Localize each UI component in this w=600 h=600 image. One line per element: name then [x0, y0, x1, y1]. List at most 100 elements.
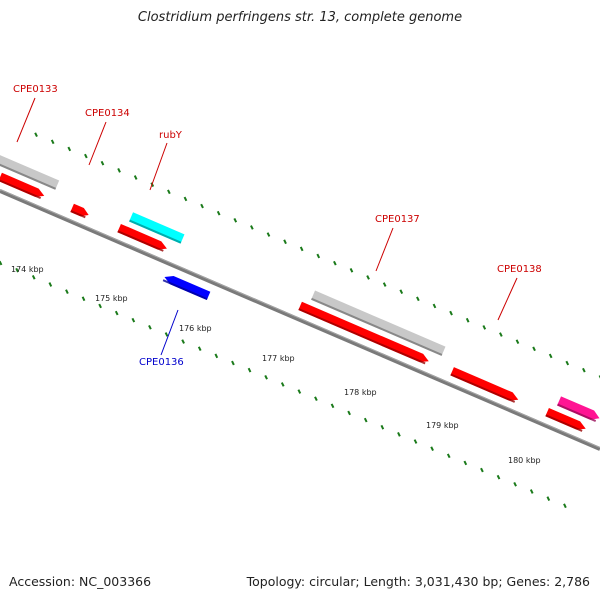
tick-dot — [233, 217, 238, 223]
cds-arrow-CPE0133-shadow — [0, 179, 42, 200]
tick-dot — [563, 503, 567, 509]
gene-bar-CPE0133-shadow — [0, 159, 57, 190]
tick-dot — [34, 132, 38, 137]
tick-dot — [416, 296, 420, 302]
tick-dot — [333, 260, 337, 266]
gene-label-CPE0134: CPE0134 — [85, 108, 130, 119]
cds-arrow-rubY — [117, 223, 167, 252]
cds-arrow-CPE0136-shadow — [162, 279, 208, 301]
tick-dot — [499, 332, 503, 337]
tick-dot — [482, 325, 487, 330]
tick-dot — [181, 339, 185, 344]
rna-bar-rubY-shadow — [129, 219, 182, 244]
tick-label-2: 176 kbp — [179, 324, 212, 333]
outer-tick-row — [34, 132, 600, 379]
gene-label-CPE0136: CPE0136 — [139, 357, 184, 368]
tick-dot — [100, 160, 105, 166]
tick-dot — [148, 324, 152, 330]
tick-label-6: 180 kbp — [508, 456, 541, 465]
tick-dot — [197, 346, 202, 352]
tick-label-5: 179 kbp — [426, 421, 459, 430]
cds-arrow-next-body — [545, 407, 586, 430]
cds-arrow-CPE0137 — [298, 301, 429, 365]
tick-dot — [496, 474, 501, 480]
tick-dot — [397, 432, 401, 437]
other-feature-edge-shadow — [557, 403, 597, 422]
tick-dot — [314, 396, 318, 402]
gene-label-CPE0137: CPE0137 — [375, 214, 420, 225]
tick-dot — [463, 460, 468, 466]
tick-dot — [81, 296, 86, 302]
tick-dot — [216, 210, 221, 216]
backbone-highlight — [0, 189, 600, 448]
tick-dot — [413, 439, 418, 444]
tick-dot — [546, 496, 551, 501]
tick-dot — [15, 267, 19, 273]
gene-bar-CPE0137-body — [311, 290, 446, 356]
tick-dot — [480, 467, 484, 473]
tick-dot — [214, 353, 219, 359]
cds-arrow-CPE0136 — [162, 275, 211, 301]
cds-arrow-next — [545, 407, 586, 432]
gene-label-rubY: rubY — [159, 130, 183, 141]
tick-dot — [67, 146, 72, 152]
tick-dot — [167, 189, 171, 195]
tick-dot — [465, 317, 470, 323]
cds-arrow-CPE0134-shadow — [70, 210, 86, 219]
cds-arrow-CPE0138 — [450, 367, 519, 403]
cds-arrow-rubY-body — [117, 223, 167, 250]
tick-dot — [266, 232, 271, 237]
tick-dot — [548, 353, 553, 359]
leader-line-CPE0133 — [16, 97, 36, 143]
cds-arrow-CPE0137-body — [298, 301, 429, 363]
gene-label-CPE0138: CPE0138 — [497, 264, 542, 275]
leader-line-CPE0136 — [160, 309, 179, 356]
tick-dot — [114, 310, 119, 316]
tick-dot — [131, 317, 136, 323]
tick-dot — [432, 303, 437, 309]
cds-arrow-CPE0137-shadow — [298, 308, 426, 365]
accession-text: Accession: NC_003366 — [9, 574, 152, 589]
tick-label-4: 178 kbp — [344, 388, 377, 397]
gene-bar-CPE0137 — [311, 290, 446, 356]
rna-bar-rubY — [129, 212, 185, 244]
tick-label-3: 177 kbp — [262, 354, 295, 363]
tick-dot — [297, 389, 302, 394]
map-title: Clostridium perfringens str. 13, complet… — [137, 10, 463, 25]
gene-bar-CPE0133 — [0, 152, 60, 190]
cds-arrow-CPE0133 — [0, 172, 45, 200]
tick-dot — [363, 417, 368, 423]
cds-arrow-CPE0138-body — [450, 367, 519, 401]
tick-dot — [31, 275, 36, 280]
tick-dot — [231, 360, 235, 366]
tick-dot — [50, 139, 55, 145]
tick-dot — [280, 382, 285, 387]
tick-dot — [515, 339, 520, 345]
tick-dot — [117, 168, 121, 173]
other-feature-edge — [557, 396, 600, 422]
tick-label-1: 175 kbp — [95, 294, 128, 303]
rna-bar-rubY-body — [129, 212, 185, 244]
tick-dot — [316, 253, 321, 259]
tick-dot — [133, 175, 138, 180]
cds-arrow-CPE0136-body — [164, 275, 211, 301]
leader-line-CPE0138 — [497, 277, 518, 321]
genome-summary-text: Topology: circular; Length: 3,031,430 bp… — [246, 574, 590, 589]
tick-dot — [565, 360, 570, 366]
gene-label-CPE0133: CPE0133 — [13, 84, 58, 95]
tick-dot — [582, 367, 586, 373]
tick-dot — [349, 267, 354, 273]
cds-arrow-CPE0134 — [70, 203, 89, 219]
tick-dot — [264, 374, 268, 380]
tick-dot — [48, 282, 53, 287]
gene-bar-CPE0137-shadow — [311, 297, 443, 356]
tick-dot — [446, 453, 451, 459]
inner-tick-row — [0, 260, 567, 509]
tick-dot — [299, 246, 304, 252]
tick-dot — [250, 225, 254, 230]
tick-dot — [366, 275, 370, 280]
leader-line-CPE0134 — [88, 121, 107, 166]
tick-dot — [347, 410, 351, 416]
